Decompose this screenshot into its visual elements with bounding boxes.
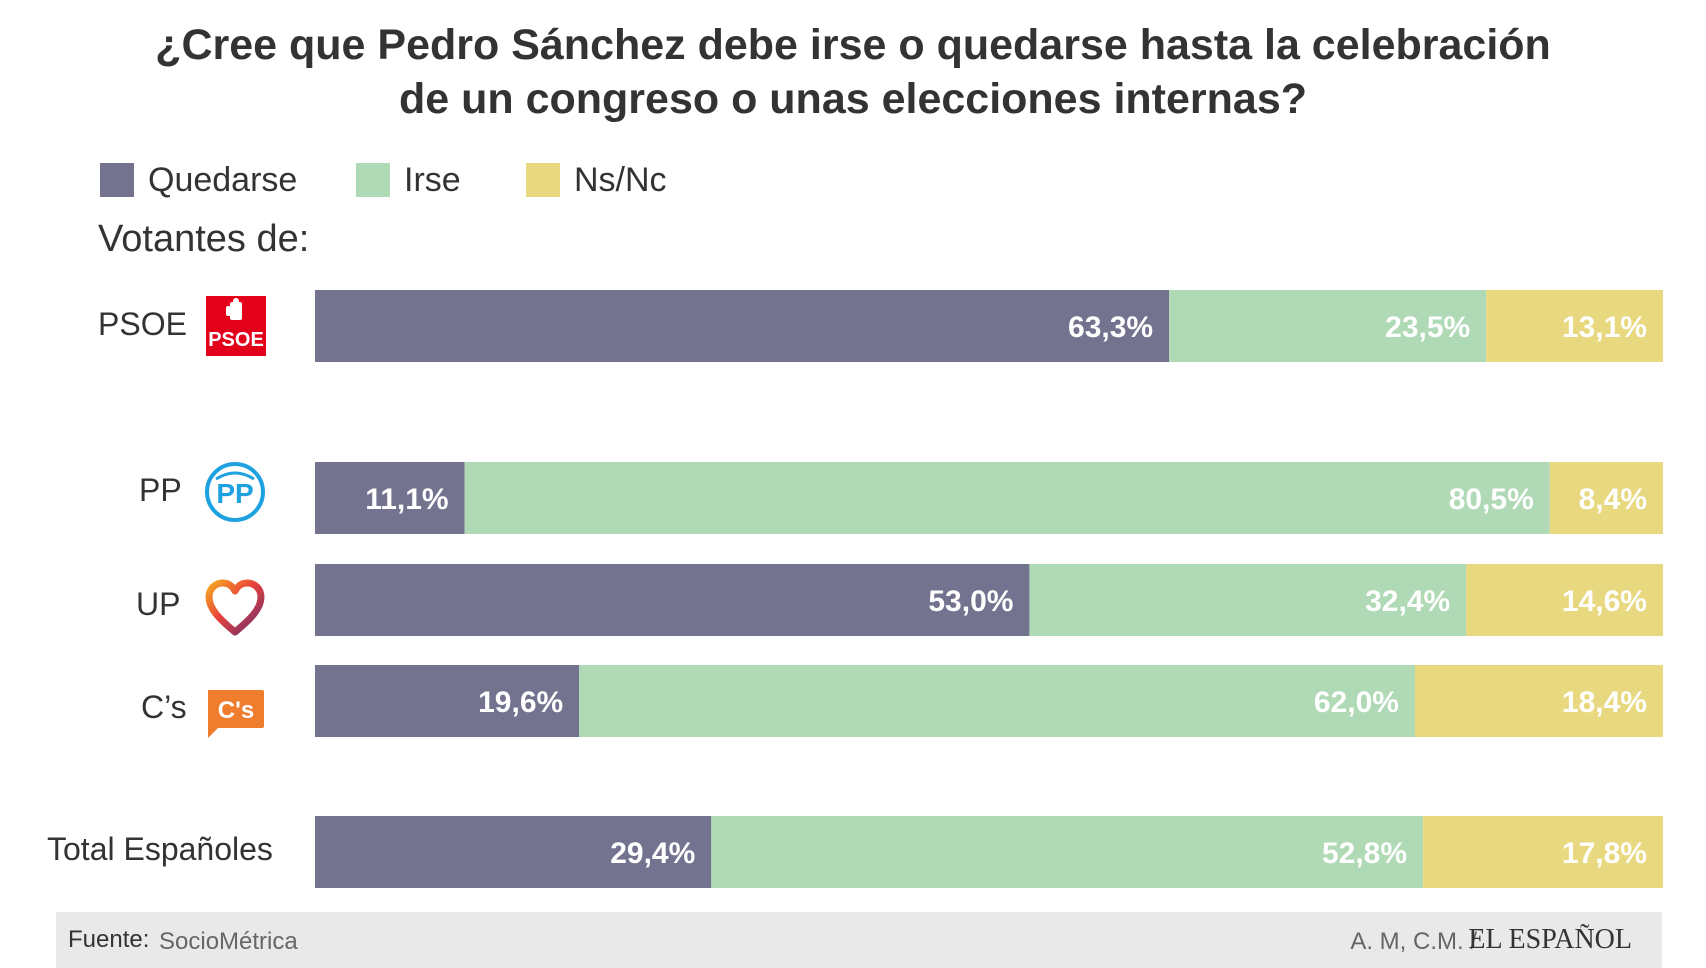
data-label-pp-quedarse: 11,1% xyxy=(365,483,448,516)
data-label-total-quedarse: 29,4% xyxy=(610,837,695,870)
section-label: Votantes de: xyxy=(98,218,310,260)
legend-item-nsnc: Ns/Nc xyxy=(526,160,667,200)
footer-source: SocioMétrica xyxy=(159,928,298,955)
psoe-logo-text: PSOE xyxy=(208,329,264,351)
bar-psoe-nsnc xyxy=(1486,290,1663,362)
data-label-psoe-irse: 23,5% xyxy=(1385,311,1470,344)
chart-title: ¿Cree que Pedro Sánchez debe irse o qued… xyxy=(0,18,1706,126)
legend-item-quedarse: Quedarse xyxy=(100,160,297,200)
data-label-total-irse: 52,8% xyxy=(1322,837,1407,870)
data-label-psoe-quedarse: 63,3% xyxy=(1068,311,1153,344)
cs-logo-bubble xyxy=(208,690,264,738)
psoe-logo-icon: PSOE xyxy=(206,296,266,356)
data-label-total-nsnc: 17,8% xyxy=(1562,837,1647,870)
bar-total-irse xyxy=(711,816,1424,888)
data-label-cs-quedarse: 19,6% xyxy=(478,686,563,719)
row-label-pp: PP xyxy=(139,472,182,508)
legend-label-quedarse: Quedarse xyxy=(148,160,298,199)
legend-swatch-quedarse xyxy=(100,163,134,197)
data-label-up-quedarse: 53,0% xyxy=(928,585,1013,618)
legend-swatch-irse xyxy=(356,163,390,197)
legend-item-irse: Irse xyxy=(356,160,461,200)
bar-pp-irse xyxy=(464,462,1550,534)
bar-psoe-irse xyxy=(1169,290,1487,362)
row-label-up: UP xyxy=(136,586,181,622)
chart-title-line-2: de un congreso o unas elecciones interna… xyxy=(398,75,1308,123)
data-label-pp-nsnc: 8,4% xyxy=(1579,483,1647,516)
data-label-up-nsnc: 14,6% xyxy=(1562,585,1647,618)
pp-logo-ring xyxy=(205,462,265,522)
data-label-up-irse: 32,4% xyxy=(1365,585,1450,618)
legend-label-nsnc: Ns/Nc xyxy=(574,160,667,199)
bar-pp-nsnc xyxy=(1549,462,1663,534)
row-label-total: Total Españoles xyxy=(47,831,273,867)
row-label-psoe: PSOE xyxy=(98,306,187,342)
chart-title-line-1: ¿Cree que Pedro Sánchez debe irse o qued… xyxy=(155,21,1551,69)
bar-up-irse xyxy=(1029,564,1467,636)
up-heart-shape xyxy=(205,579,265,636)
cs-logo-icon: C's xyxy=(208,690,264,738)
psoe-rose-fist-icon xyxy=(226,298,242,320)
bar-pp-quedarse xyxy=(315,462,465,534)
up-heart-logo-icon xyxy=(205,579,265,636)
bar-cs-nsnc xyxy=(1414,665,1663,737)
bar-total-nsnc xyxy=(1423,816,1663,888)
footer-brand-logo: EL ESPAÑOL xyxy=(1468,924,1632,955)
bar-total-quedarse xyxy=(315,816,712,888)
cs-logo-text: C's xyxy=(218,697,254,724)
row-label-cs: C’s xyxy=(141,689,187,725)
data-label-cs-irse: 62,0% xyxy=(1314,686,1399,719)
legend-label-irse: Irse xyxy=(404,160,461,199)
data-label-psoe-nsnc: 13,1% xyxy=(1562,311,1647,344)
bar-cs-irse xyxy=(579,665,1415,737)
footer-credit: A. M, C.M. / xyxy=(1350,928,1477,955)
footer-source-label: Fuente: xyxy=(68,926,150,953)
pp-logo-text: PP xyxy=(216,478,253,509)
pp-logo-wing xyxy=(215,471,255,481)
bar-up-nsnc xyxy=(1466,564,1663,636)
pp-logo-icon: PP xyxy=(205,462,265,522)
data-label-pp-irse: 80,5% xyxy=(1449,483,1534,516)
bar-psoe-quedarse xyxy=(315,290,1170,362)
data-label-cs-nsnc: 18,4% xyxy=(1562,686,1647,719)
bar-up-quedarse xyxy=(315,564,1030,636)
legend-swatch-nsnc xyxy=(526,163,560,197)
bar-cs-quedarse xyxy=(315,665,580,737)
footer: Fuente: SocioMétrica A. M, C.M. / EL ESP… xyxy=(56,912,1662,968)
